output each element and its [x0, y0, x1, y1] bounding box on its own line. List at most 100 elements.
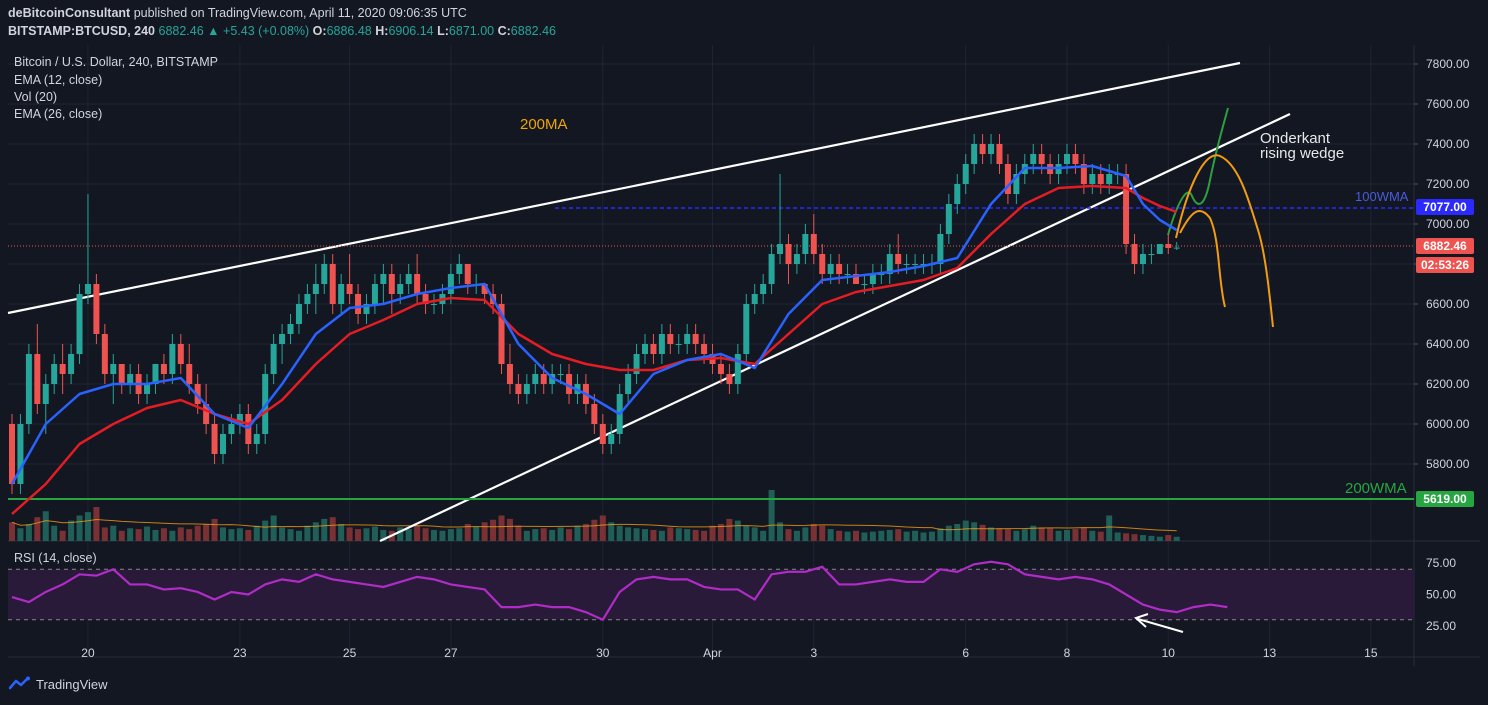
volume-bar: [76, 515, 83, 541]
candle-body: [25, 354, 32, 424]
legend-rsi[interactable]: RSI (14, close): [14, 551, 97, 565]
volume-bar: [211, 518, 218, 541]
rsi-band: [8, 569, 1414, 620]
volume-bar: [1173, 536, 1180, 541]
volume-bar: [532, 529, 539, 541]
candle-body: [312, 284, 319, 294]
volume-bar: [25, 524, 32, 541]
candle-body: [1072, 154, 1079, 164]
legend-title[interactable]: Bitcoin / U.S. Dollar, 240, BITSTAMP: [14, 55, 219, 69]
y-tick-label: 7000.00: [1426, 217, 1470, 231]
legend-vol[interactable]: Vol (20): [14, 90, 58, 104]
x-tick-label: 15: [1364, 646, 1378, 660]
candle-body: [76, 294, 83, 354]
footer-brand[interactable]: TradingView: [36, 676, 108, 692]
candle-body: [498, 304, 505, 364]
volume-bar: [144, 526, 151, 541]
volume-bar: [996, 528, 1003, 541]
volume-bar: [734, 520, 741, 541]
x-tick-label: 13: [1263, 646, 1277, 660]
candle-body: [346, 284, 353, 294]
volume-bar: [321, 518, 328, 541]
candle-body: [912, 264, 919, 265]
volume-bar: [633, 528, 640, 541]
candle-body: [861, 284, 868, 285]
candle-body: [920, 264, 927, 265]
volume-bar: [68, 520, 75, 541]
candle-body: [329, 264, 336, 304]
price-tag-200wma-bg: [1416, 491, 1474, 507]
published-text: published on TradingView.com, April 11, …: [133, 6, 467, 20]
volume-bar: [861, 532, 868, 541]
volume-bar: [17, 528, 24, 541]
volume-bar: [701, 530, 708, 541]
candle-body: [1064, 154, 1070, 164]
candle-body: [177, 344, 184, 364]
projection-green: [1167, 107, 1229, 236]
symbol[interactable]: BITSTAMP:BTCUSD, 240: [8, 24, 156, 38]
volume-bar: [439, 530, 446, 541]
candle-body: [380, 274, 387, 284]
y-tick-label: 7800.00: [1426, 57, 1470, 71]
candle-body: [1080, 164, 1087, 184]
y-tick-label: 6000.00: [1426, 417, 1470, 431]
candle-body: [869, 274, 876, 284]
volume-bar: [844, 531, 851, 541]
projection-orange-2: [1179, 209, 1226, 308]
last-price: 6882.46: [158, 24, 204, 38]
candle-body: [642, 344, 648, 354]
volume-bar: [1038, 527, 1045, 541]
x-tick-label: 20: [81, 646, 95, 660]
volume-bar: [186, 529, 193, 541]
candle-body: [532, 374, 539, 384]
legend-ema26[interactable]: EMA (26, close): [14, 107, 103, 121]
volume-ma-line: [11, 519, 1177, 532]
candle-body: [17, 424, 24, 484]
candle-body: [42, 384, 49, 404]
candle-body: [203, 404, 210, 424]
candle-body: [937, 234, 944, 264]
candle-body: [785, 244, 792, 264]
volume-bar: [726, 518, 733, 541]
candle-body: [979, 144, 986, 154]
rsi-arrow: [1137, 618, 1184, 633]
candle-body: [726, 374, 733, 384]
candle-body: [844, 274, 851, 275]
volume-bar: [346, 527, 353, 541]
volume-bar: [1106, 515, 1113, 541]
volume-bar: [971, 522, 978, 541]
candle-body: [304, 294, 311, 304]
volume-bar: [768, 490, 775, 541]
volume-bar: [1139, 535, 1146, 541]
candle-body: [321, 264, 328, 284]
ema26-line: [11, 184, 1178, 515]
open-value: 6886.48: [326, 24, 372, 38]
candle-body: [523, 384, 530, 394]
annotation-rising-wedge: rising wedge: [1260, 145, 1344, 162]
candle-body: [93, 284, 100, 334]
volume-bar: [1123, 533, 1130, 541]
candle-body: [34, 354, 41, 404]
y-tick-label: 7600.00: [1426, 97, 1470, 111]
candle-body: [414, 274, 421, 294]
volume-bar: [954, 524, 961, 541]
candle-body: [506, 364, 513, 384]
volume-bar: [236, 528, 243, 541]
volume-bar: [473, 526, 480, 541]
candle-body: [422, 294, 429, 304]
candle-body: [144, 384, 151, 394]
y-tick-label: 6400.00: [1426, 337, 1470, 351]
volume-bar: [279, 527, 286, 541]
volume-bar: [177, 527, 184, 541]
publisher-name[interactable]: deBitcoinConsultant: [8, 6, 131, 20]
volume-bar: [675, 528, 682, 541]
candle-body: [1148, 254, 1155, 255]
legend-ema12[interactable]: EMA (12, close): [14, 73, 103, 87]
volume-bars: [9, 490, 1180, 541]
x-tick-label: 10: [1162, 646, 1176, 660]
x-tick-label: 6: [962, 646, 969, 660]
volume-bar: [903, 531, 910, 541]
volume-bar: [481, 522, 488, 541]
volume-bar: [397, 527, 404, 541]
